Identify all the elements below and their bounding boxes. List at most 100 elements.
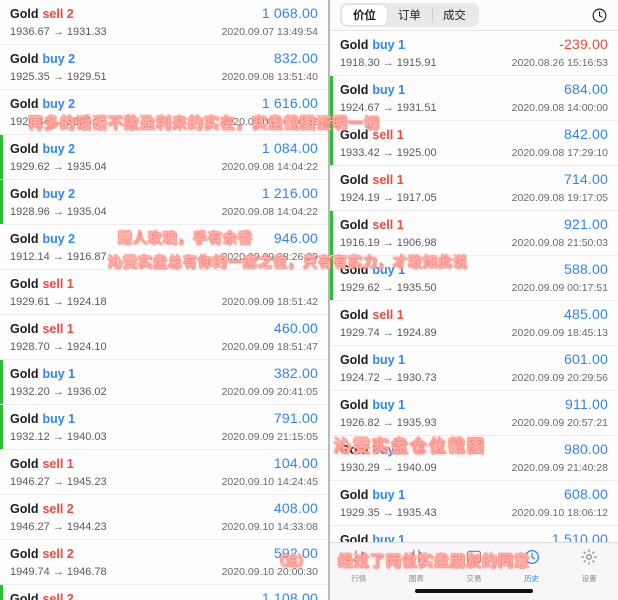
deal-price-range: 1924.72 → 1930.73	[339, 372, 437, 384]
deal-symbol: Gold	[10, 547, 39, 561]
position-flag-indicator	[329, 211, 333, 255]
deal-side-volume: buy 2	[42, 142, 76, 156]
deal-profit: 946.00	[273, 230, 318, 246]
deal-symbol: Gold	[10, 142, 39, 156]
table-row[interactable]: Gold buy 2 1 616.00 1926.44 → 1935.04 2020.0…	[0, 90, 328, 135]
position-flag-indicator	[0, 585, 3, 600]
deal-price-range: 1929.74 → 1924.89	[339, 327, 437, 339]
table-row[interactable]: Gold sell 1 1929.61 → 1924.18 2020.09.09 18…	[0, 270, 328, 315]
table-row[interactable]: Gold buy 1 588.00 1929.62 → 1935.50 2020.09.…	[329, 256, 618, 301]
deal-side-volume: buy 1	[372, 443, 406, 457]
deal-symbol: Gold	[339, 83, 369, 97]
deal-side-volume: buy 1	[372, 38, 406, 52]
deal-price-range: 1929.35 → 1935.43	[339, 507, 437, 519]
table-row[interactable]: Gold sell 1 460.00 1928.70 → 1924.10 2020.09…	[0, 315, 328, 360]
deal-side-volume: buy 2	[42, 97, 76, 111]
deal-profit: 588.00	[563, 261, 608, 277]
right-deal-list[interactable]: Gold buy 1 -239.00 1918.30 → 1915.91 2020.08…	[329, 31, 618, 571]
table-row[interactable]: Gold sell 2 1 068.00 1936.67 → 1931.33 2020.…	[0, 0, 328, 45]
table-row[interactable]: Gold sell 1 104.00 1946.27 → 1945.23 2020.09…	[0, 450, 328, 495]
deal-symbol: Gold	[339, 173, 369, 187]
table-row[interactable]: Gold sell 2 592.00 1949.74 → 1946.78 2020.09…	[0, 540, 328, 585]
nav-item-quotes[interactable]: 行情	[330, 548, 388, 584]
deal-timestamp: 2020.09.08 13:51:40	[221, 71, 318, 83]
nav-item-trade[interactable]: 交易	[445, 548, 503, 584]
history-icon	[523, 548, 541, 571]
deal-price-range: 1925.35 → 1929.51	[10, 71, 107, 83]
deal-side-volume: sell 1	[372, 308, 404, 322]
table-row[interactable]: Gold buy 2 1 084.00 1929.62 → 1935.04 2020.0…	[0, 135, 328, 180]
table-row[interactable]: Gold buy 1 911.00 1926.82 → 1935.93 2020.09.…	[329, 391, 618, 436]
settings-icon	[580, 548, 598, 571]
table-row[interactable]: Gold buy 2 832.00 1925.35 → 1929.51 2020.09.…	[0, 45, 328, 90]
deal-symbol: Gold	[339, 263, 369, 277]
deal-timestamp: 2020.09.08 14:04:22	[221, 116, 318, 128]
tab-2[interactable]: 成交	[431, 5, 477, 25]
table-row[interactable]: Gold buy 1 601.00 1924.72 → 1930.73 2020.09.…	[329, 346, 618, 391]
deal-profit: 832.00	[273, 50, 318, 66]
deal-side-volume: sell 1	[42, 322, 74, 336]
table-row[interactable]: Gold sell 1 714.00 1924.19 → 1917.05 2020.09…	[329, 166, 618, 211]
deal-side-volume: sell 1	[42, 457, 74, 471]
nav-item-history[interactable]: 历史	[503, 548, 561, 584]
position-flag-indicator	[0, 135, 3, 179]
deal-symbol: Gold	[10, 232, 39, 246]
deal-side-volume: buy 1	[372, 263, 406, 277]
deal-timestamp: 2020.09.09 08:26:39	[221, 251, 318, 263]
deal-side-volume: sell 1	[42, 277, 74, 291]
history-tab-segmented-control[interactable]: 价位 订单 成交	[339, 3, 479, 27]
deal-timestamp: 2020.09.09 18:51:47	[221, 341, 318, 353]
deal-symbol: Gold	[339, 128, 369, 142]
nav-item-settings[interactable]: 设置	[560, 548, 618, 584]
deal-side-volume: sell 1	[372, 218, 404, 232]
table-row[interactable]: Gold buy 1 382.00 1932.20 → 1936.02 2020.09.…	[0, 360, 328, 405]
table-row[interactable]: Gold sell 1 842.00 1933.42 → 1925.00 2020.09…	[329, 121, 618, 166]
table-row[interactable]: Gold sell 1 485.00 1929.74 → 1924.89 2020.09…	[329, 301, 618, 346]
home-indicator	[414, 589, 533, 593]
table-row[interactable]: Gold buy 2 1 216.00 1928.96 → 1935.04 2020.0…	[0, 180, 328, 225]
deal-profit: 1 068.00	[261, 5, 318, 21]
tab-0[interactable]: 价位	[341, 5, 387, 25]
deal-symbol: Gold	[10, 502, 39, 516]
table-row[interactable]: Gold sell 1 921.00 1916.19 → 1906.98 2020.09…	[329, 211, 618, 256]
deal-timestamp: 2020.09.09 20:29:56	[511, 372, 608, 384]
deal-timestamp: 2020.09.09 20:57:21	[511, 417, 608, 429]
table-row[interactable]: Gold buy 1 608.00 1929.35 → 1935.43 2020.09.…	[329, 481, 618, 526]
deal-symbol: Gold	[339, 218, 369, 232]
deal-profit: 104.00	[273, 455, 318, 471]
table-row[interactable]: Gold buy 1 980.00 1930.29 → 1940.09 2020.09.…	[329, 436, 618, 481]
deal-profit: 911.00	[565, 396, 608, 412]
nav-item-label: 图表	[408, 574, 424, 583]
deal-timestamp: 2020.09.08 14:04:22	[221, 206, 318, 218]
deal-side-volume: buy 2	[42, 187, 76, 201]
clock-icon[interactable]	[588, 4, 610, 26]
quotes-icon	[350, 548, 368, 571]
deal-symbol: Gold	[10, 97, 39, 111]
deal-timestamp: 2020.09.08 14:04:22	[221, 161, 318, 173]
tab-1[interactable]: 订单	[397, 10, 421, 22]
nav-item-charts[interactable]: 图表	[388, 548, 446, 584]
deal-timestamp: 2020.09.08 19:17:05	[511, 192, 608, 204]
table-row[interactable]: Gold buy 1 684.00 1924.67 → 1931.51 2020.09.…	[329, 76, 618, 121]
right-screenshot-panel: 价位 订单 成交 Gold buy 1 -239.00 1918.30 → 1915.91…	[329, 0, 618, 600]
deal-price-range: 1949.74 → 1946.78	[10, 566, 107, 578]
deal-profit: 460.00	[273, 320, 318, 336]
deal-symbol: Gold	[10, 7, 39, 21]
position-flag-indicator	[329, 256, 333, 300]
deal-price-range: 1930.29 → 1940.09	[339, 462, 437, 474]
table-row[interactable]: Gold buy 2 946.00 1912.14 → 1916.87 2020.09.…	[0, 225, 328, 270]
deal-side-volume: buy 1	[372, 398, 406, 412]
table-row[interactable]: Gold buy 1 -239.00 1918.30 → 1915.91 2020.08…	[329, 31, 618, 76]
deal-symbol: Gold	[10, 457, 39, 471]
deal-price-range: 1926.82 → 1935.93	[339, 417, 437, 429]
deal-price-range: 1932.20 → 1936.02	[10, 386, 107, 398]
nav-item-label: 历史	[524, 574, 540, 583]
nav-item-label: 设置	[581, 574, 597, 583]
table-row[interactable]: Gold sell 2 408.00 1946.27 → 1944.23 2020.09…	[0, 495, 328, 540]
table-row[interactable]: Gold buy 1 791.00 1932.12 → 1940.03 2020.09.…	[0, 405, 328, 450]
deal-price-range: 1936.67 → 1931.33	[10, 26, 107, 38]
deal-side-volume: sell 2	[42, 502, 74, 516]
